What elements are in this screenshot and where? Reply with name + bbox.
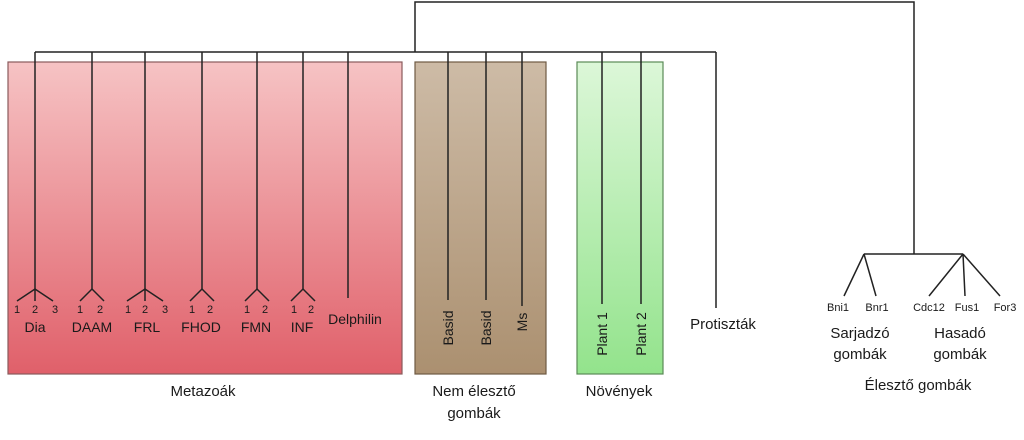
subgroup-fhod: FHOD [181, 319, 221, 335]
leaf-ms: Ms [514, 313, 530, 332]
fork-fhod [189, 287, 215, 302]
leaf-plant-1: Plant 1 [594, 312, 610, 356]
subgroup-fmn: FMN [241, 319, 271, 335]
subgroup-inf: INF [291, 319, 314, 335]
yeast-leaves: Bni1 Bnr1 Cdc12 Fus1 For3 [827, 302, 1016, 314]
fmn-number-2: 2 [262, 304, 268, 316]
fork-fmn [244, 287, 270, 302]
dia-number-3: 3 [52, 304, 58, 316]
label-fission-line2: gombák [933, 346, 987, 363]
subgroup-frl: FRL [134, 319, 161, 335]
leaf-cdc12: Cdc12 [913, 302, 945, 314]
label-yeasts: Élesztő gombák [865, 377, 972, 394]
label-plants: Növények [586, 383, 653, 400]
label-budding-line2: gombák [833, 346, 887, 363]
fhod-number-2: 2 [207, 304, 213, 316]
fork-inf [290, 287, 316, 302]
metazoa-box [7, 61, 403, 375]
leaf-fus1: Fus1 [955, 302, 979, 314]
fork-frl [126, 288, 164, 302]
fork-dia [16, 288, 54, 302]
group-labels: Protiszták Metazoák Nem élesztő gombák N… [170, 316, 987, 422]
leaf-bni1: Bni1 [827, 302, 849, 314]
inf-number-2: 2 [308, 304, 314, 316]
subgroup-daam: DAAM [72, 319, 112, 335]
metazoa-numbers: 1 2 3 1 2 1 2 3 1 2 1 2 1 2 [14, 304, 314, 316]
leaf-basid-2: Basid [478, 310, 494, 345]
fhod-number-1: 1 [189, 304, 195, 316]
root-branch [414, 1, 915, 254]
subgroup-delphilin: Delphilin [328, 311, 382, 327]
leaf-basid-1: Basid [440, 310, 456, 345]
label-budding-line1: Sarjadzó [830, 325, 889, 342]
plants-box [576, 61, 664, 375]
leaf-for3: For3 [994, 302, 1017, 314]
leaf-plant-2: Plant 2 [633, 312, 649, 356]
fork-fission [928, 253, 1001, 297]
label-protists: Protiszták [690, 316, 756, 333]
rotated-leaf-labels: Basid Basid Ms Plant 1 Plant 2 [440, 310, 649, 355]
label-fungi-line1: Nem élesztő [432, 383, 515, 400]
label-fungi-line2: gombák [447, 405, 501, 422]
frl-number-3: 3 [162, 304, 168, 316]
dia-number-2: 2 [32, 304, 38, 316]
frl-number-1: 1 [125, 304, 131, 316]
fungi-box [414, 61, 547, 375]
frl-number-2: 2 [142, 304, 148, 316]
daam-number-1: 1 [77, 304, 83, 316]
daam-number-2: 2 [97, 304, 103, 316]
subgroup-dia: Dia [24, 319, 45, 335]
tree-branches [16, 1, 1001, 308]
inf-number-1: 1 [291, 304, 297, 316]
fork-daam [79, 287, 105, 302]
fork-budding [843, 253, 877, 297]
label-fission-line1: Hasadó [934, 325, 986, 342]
label-metazoa: Metazoák [170, 383, 236, 400]
fmn-number-1: 1 [244, 304, 250, 316]
metazoa-subgroup-names: Dia DAAM FRL FHOD FMN INF Delphilin [24, 311, 381, 335]
leaf-bnr1: Bnr1 [865, 302, 888, 314]
dia-number-1: 1 [14, 304, 20, 316]
